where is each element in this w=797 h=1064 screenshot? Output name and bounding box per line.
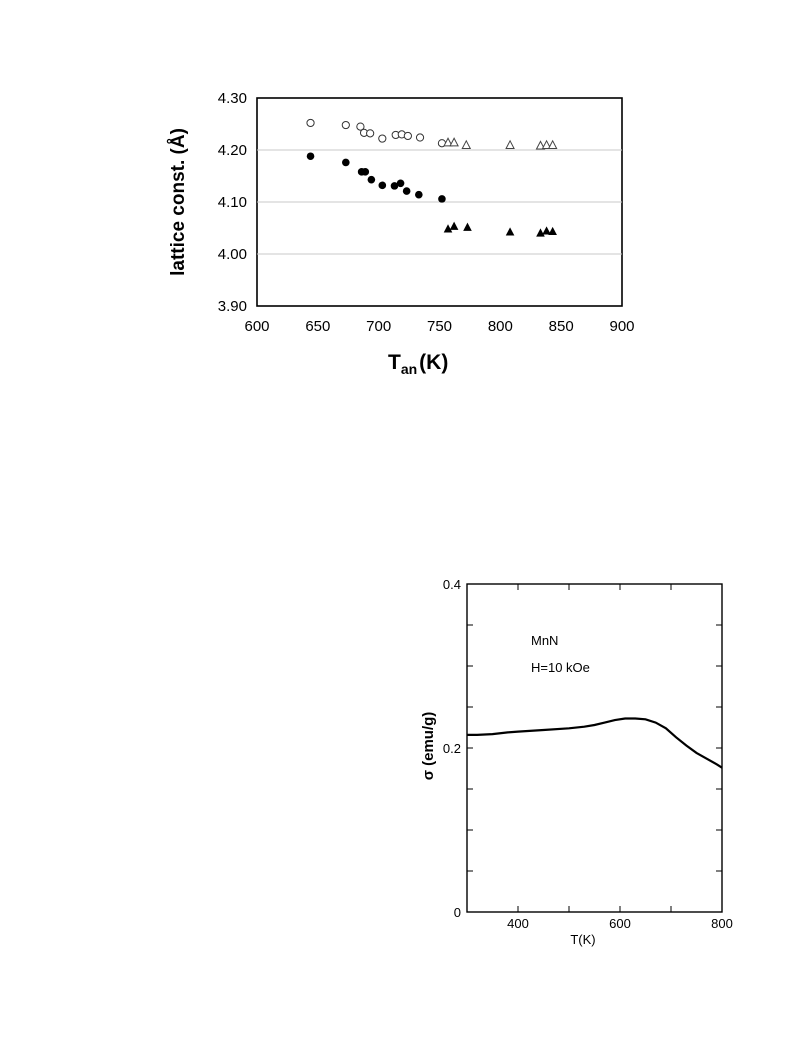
open-triangle-point (443, 137, 453, 147)
magnetization-y-tick-label: 0 (454, 905, 461, 920)
lattice-y-tick-label: 4.30 (218, 90, 247, 107)
magnetization-y-axis-label: σ (emu/g) (420, 712, 437, 781)
filled-circle-point (402, 187, 411, 195)
filled-circle-point (367, 175, 376, 184)
filled-triangle-point (443, 224, 453, 233)
filled-circle-point (378, 181, 387, 190)
magnetization-curve (467, 717, 723, 769)
lattice-x-axis-label: Tan(K) (388, 351, 448, 377)
filled-triangle-point (548, 226, 557, 236)
magnetization-y-tick-label: 0.2 (443, 741, 461, 756)
lattice-x-axis-label-unit: (K) (419, 351, 448, 374)
filled-triangle-point (449, 221, 459, 230)
lattice-y-tick-labels: 3.90 4.00 4.10 4.20 4.30 (218, 90, 247, 315)
lattice-chart: 3.90 4.00 4.10 4.20 4.30 600 650 700 750 800 850 9… (168, 90, 635, 377)
magnetization-x-axis-label: T(K) (570, 932, 595, 947)
open-circle-point (366, 129, 375, 138)
magnetization-x-tick-label: 400 (507, 916, 529, 931)
filled-circle-point (390, 182, 399, 190)
open-circle-point (378, 134, 387, 143)
lattice-y-axis-label: lattice const. (Å) (168, 128, 189, 276)
filled-circle-point (342, 158, 350, 167)
lattice-x-tick-label: 600 (244, 318, 269, 335)
lattice-x-tick-label: 650 (305, 318, 330, 335)
magnetization-tick-marks (466, 583, 723, 913)
filled-triangle-point (536, 228, 545, 237)
lattice-x-tick-label: 750 (427, 318, 452, 335)
lattice-x-tick-labels: 600 650 700 750 800 850 900 (244, 318, 634, 335)
open-triangle-point (449, 137, 459, 147)
open-triangle-point (541, 139, 552, 150)
filled-circle-point (438, 195, 446, 203)
lattice-x-tick-label: 850 (549, 318, 574, 335)
open-circle-point (356, 122, 365, 131)
filled-triangle-point (463, 222, 472, 231)
magnetization-x-tick-label: 600 (609, 916, 631, 931)
open-triangle-point (535, 140, 546, 150)
lattice-y-tick-label: 3.90 (218, 298, 247, 315)
filled-circle-point (396, 179, 405, 188)
lattice-y-tick-label: 4.20 (218, 142, 247, 159)
filled-triangle-point (505, 227, 515, 236)
lattice-x-axis-label-sub: an (401, 361, 417, 377)
open-triangle-point (461, 139, 472, 150)
magnetization-plot-frame (466, 583, 723, 913)
magnetization-y-tick-labels: 0 0.2 0.4 (443, 577, 461, 920)
annotation-field: H=10 kOe (531, 660, 590, 675)
lattice-y-tick-label: 4.10 (218, 194, 247, 211)
open-circle-point (341, 120, 350, 130)
magnetization-x-tick-labels: 400 600 800 (507, 916, 733, 931)
filled-circle-point (361, 168, 370, 176)
lattice-x-axis-label-main: T (388, 351, 401, 374)
magnetization-x-tick-label: 800 (711, 916, 733, 931)
lattice-x-tick-label: 800 (488, 318, 513, 335)
open-circle-point (415, 133, 425, 142)
magnetization-chart: 0 0.2 0.4 400 600 800 MnN H=10 kOe σ (emu/g)… (420, 577, 733, 947)
open-circle-point (306, 118, 315, 128)
open-triangle-point (547, 139, 558, 150)
annotation-sample: MnN (531, 633, 558, 648)
filled-circle-point (415, 190, 423, 199)
open-triangle-point (505, 139, 515, 150)
lattice-gridlines (257, 149, 622, 255)
open-circle-point (403, 131, 412, 141)
lattice-x-tick-label: 900 (609, 318, 634, 335)
lattice-data-points (306, 118, 558, 237)
lattice-x-tick-label: 700 (366, 318, 391, 335)
magnetization-y-tick-label: 0.4 (443, 577, 461, 592)
lattice-y-tick-label: 4.00 (218, 246, 247, 263)
filled-circle-point (306, 152, 315, 161)
filled-triangle-point (542, 226, 551, 235)
